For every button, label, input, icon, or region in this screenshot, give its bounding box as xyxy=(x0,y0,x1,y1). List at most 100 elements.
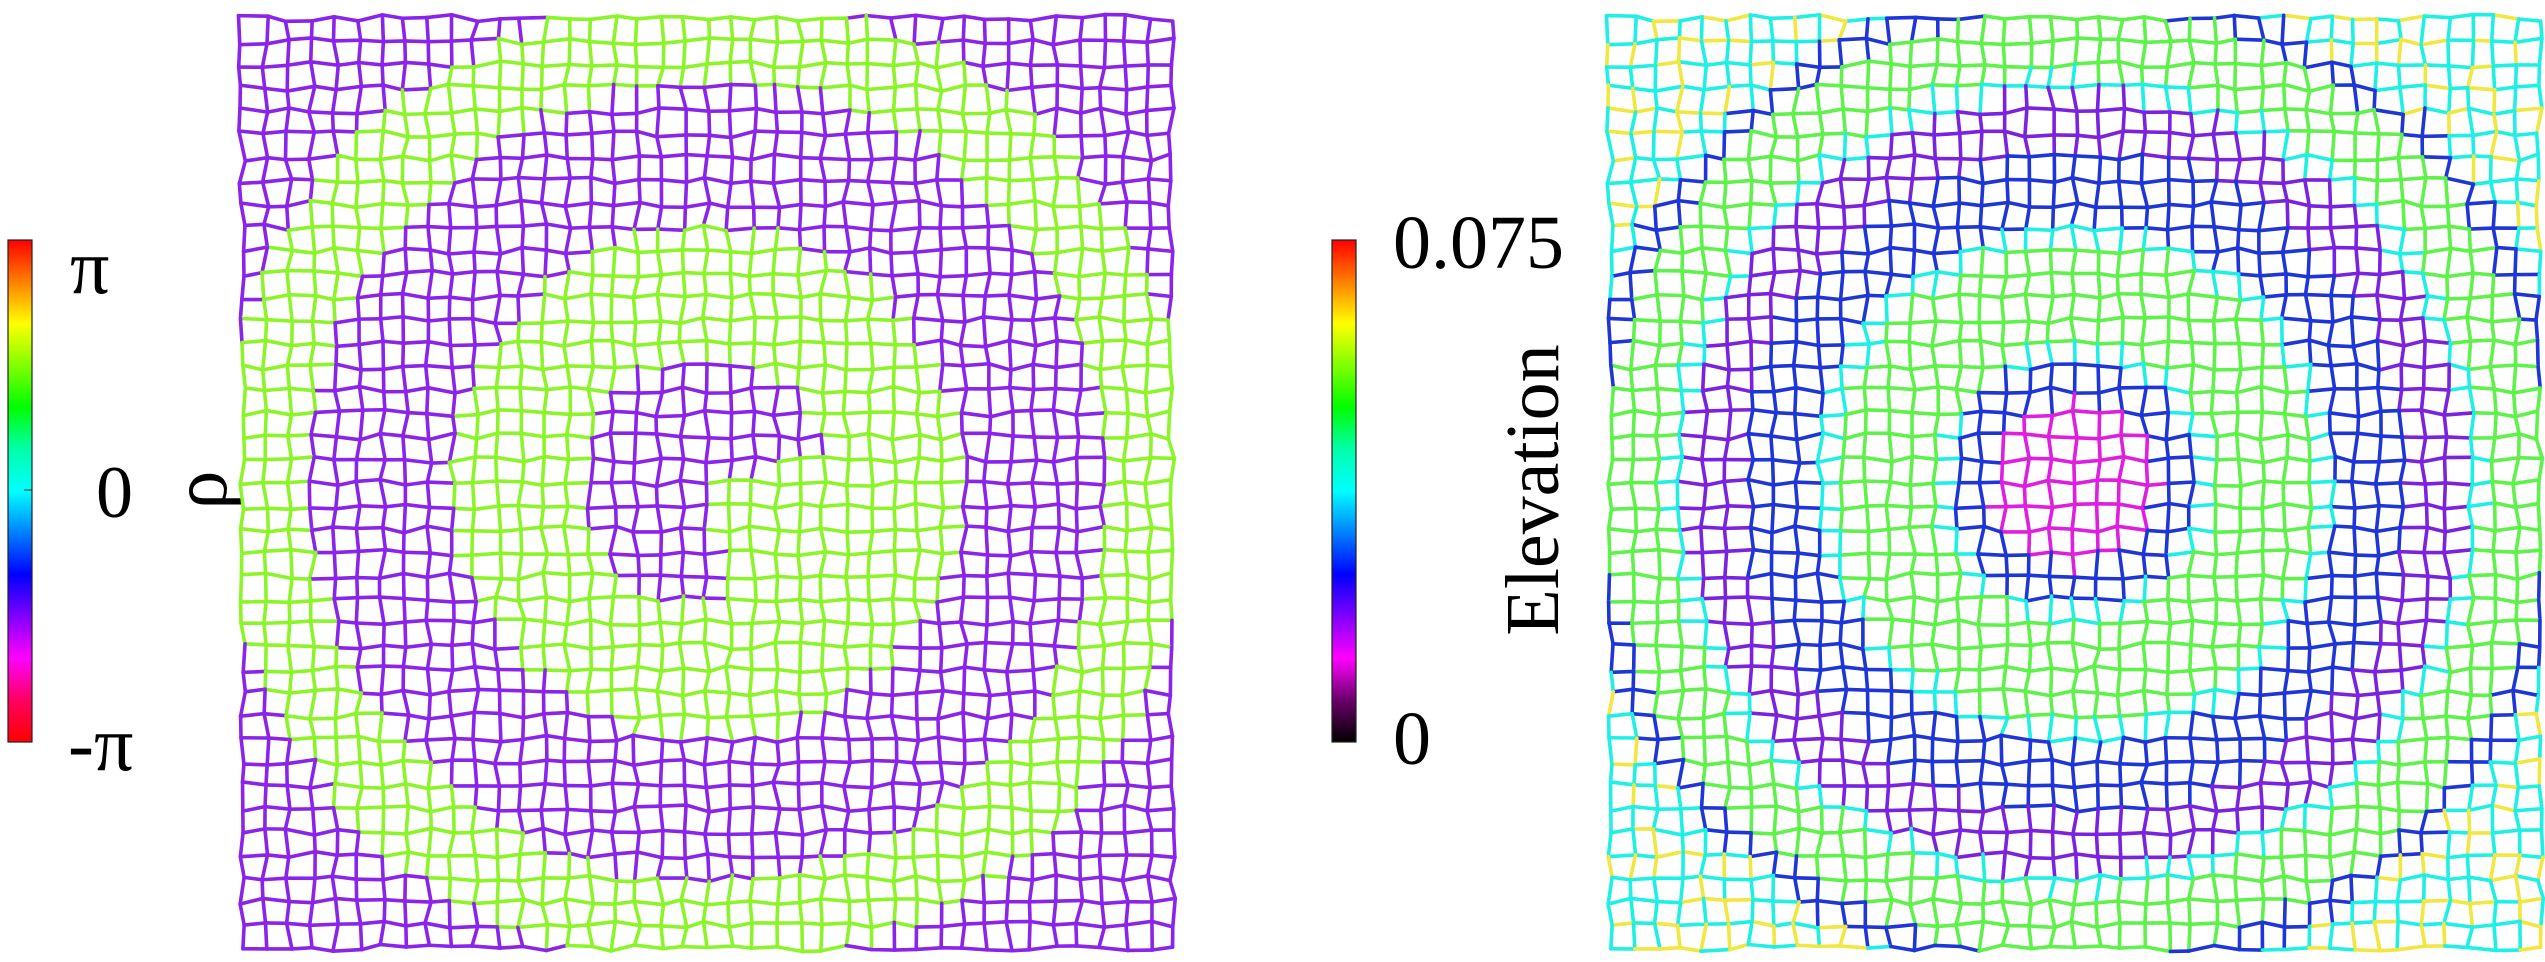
mesh-edge xyxy=(1727,83,1753,89)
mesh-edge xyxy=(589,809,618,814)
mesh-edge xyxy=(632,943,666,951)
mesh-edge xyxy=(1030,851,1056,857)
mesh-edge xyxy=(1120,713,1126,743)
mesh-edge xyxy=(751,361,778,370)
mesh-edge xyxy=(749,621,754,651)
mesh-edge xyxy=(1977,459,1984,485)
mesh-edge xyxy=(565,109,592,116)
mesh-edge xyxy=(1818,391,1825,419)
mesh-edge xyxy=(469,36,501,42)
mesh-edge xyxy=(429,758,454,765)
mesh-edge xyxy=(2307,338,2331,348)
mesh-edge xyxy=(287,292,294,323)
mesh-edge xyxy=(1055,481,1080,486)
mesh-edge xyxy=(707,109,712,138)
mesh-edge xyxy=(470,455,478,485)
mesh-edge xyxy=(797,670,802,697)
mesh-edge xyxy=(796,246,803,278)
mesh-edge xyxy=(843,108,852,136)
mesh-edge xyxy=(310,224,335,229)
mesh-edge xyxy=(498,527,523,534)
mesh-edge xyxy=(1861,293,1870,326)
mesh-edge xyxy=(1978,154,2010,162)
mesh-edge xyxy=(1120,688,1147,698)
mesh-edge xyxy=(401,410,411,438)
mesh-edge xyxy=(934,803,939,833)
mesh-edge xyxy=(516,339,524,368)
mesh-edge xyxy=(679,897,689,930)
mesh-edge xyxy=(307,900,315,928)
mesh-edge xyxy=(2022,456,2032,489)
mesh-edge xyxy=(1979,409,2007,415)
mesh-edge xyxy=(2116,179,2144,186)
mesh-edge xyxy=(678,434,711,440)
mesh-edge xyxy=(1120,873,1150,883)
mesh-edge xyxy=(1913,385,1940,392)
mesh-edge xyxy=(659,757,686,763)
mesh-edge xyxy=(470,575,504,581)
mesh-edge xyxy=(2260,410,2287,416)
mesh-edge xyxy=(310,644,317,673)
mesh-edge xyxy=(1768,364,1776,394)
mesh-edge xyxy=(1606,316,1612,345)
mesh-edge xyxy=(1797,460,1820,465)
mesh-edge xyxy=(798,410,827,416)
mesh-edge xyxy=(542,619,569,627)
mesh-edge xyxy=(469,38,476,69)
mesh-edge xyxy=(1702,342,1729,349)
mesh-edge xyxy=(609,480,636,485)
mesh-edge xyxy=(1055,435,1081,440)
mesh-edge xyxy=(1628,63,1658,70)
mesh-edge xyxy=(403,782,431,791)
mesh-edge xyxy=(1150,945,1175,952)
mesh-edge xyxy=(423,921,432,948)
mesh-edge xyxy=(1608,340,1613,367)
mesh-edge xyxy=(1125,618,1150,624)
mesh-edge xyxy=(2143,130,2172,135)
mesh-edge xyxy=(1955,225,1983,230)
mesh-edge xyxy=(937,387,969,394)
mesh-edge xyxy=(1006,37,1035,46)
mesh-edge xyxy=(2121,83,2127,111)
mesh-edge xyxy=(587,571,595,601)
mesh-edge xyxy=(1910,454,1939,462)
mesh-edge xyxy=(959,178,965,209)
mesh-edge xyxy=(774,15,780,45)
mesh-edge xyxy=(2048,248,2054,275)
mesh-edge xyxy=(2163,85,2172,114)
mesh-edge xyxy=(842,784,874,790)
mesh-edge xyxy=(1099,226,1128,231)
mesh-edge xyxy=(1057,574,1062,601)
mesh-edge xyxy=(678,740,686,762)
mesh-edge xyxy=(2282,412,2290,437)
mesh-edge xyxy=(476,687,502,692)
mesh-edge xyxy=(284,713,312,721)
mesh-edge xyxy=(1146,618,1154,646)
mesh-edge xyxy=(1680,251,1685,273)
mesh-edge xyxy=(428,809,434,831)
mesh-edge xyxy=(2117,247,2146,256)
mesh-edge xyxy=(1935,62,1962,68)
mesh-edge xyxy=(1771,39,1799,44)
mesh-edge xyxy=(1605,181,1611,205)
mesh-edge xyxy=(1958,412,1964,440)
mesh-edge xyxy=(1078,64,1084,91)
mesh-edge xyxy=(1723,295,1729,321)
mesh-edge xyxy=(1098,713,1126,721)
mesh-edge xyxy=(2512,291,2542,299)
mesh-edge xyxy=(633,686,642,720)
mesh-edge xyxy=(1796,248,1803,273)
mesh-edge xyxy=(892,619,923,626)
mesh-edge xyxy=(1028,736,1061,744)
mesh-edge xyxy=(1075,481,1106,487)
mesh-edge xyxy=(471,59,503,69)
mesh-edge xyxy=(891,874,918,884)
mesh-edge xyxy=(1146,226,1153,251)
mesh-edge xyxy=(823,692,829,715)
mesh-edge xyxy=(568,37,592,44)
mesh-edge xyxy=(428,805,456,814)
mesh-edge xyxy=(865,875,896,884)
mesh-edge xyxy=(938,226,944,252)
mesh-edge xyxy=(1930,338,1962,348)
mesh-edge xyxy=(516,876,546,883)
